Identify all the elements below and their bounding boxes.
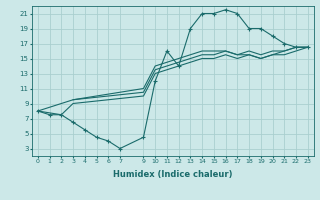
X-axis label: Humidex (Indice chaleur): Humidex (Indice chaleur)	[113, 170, 233, 179]
